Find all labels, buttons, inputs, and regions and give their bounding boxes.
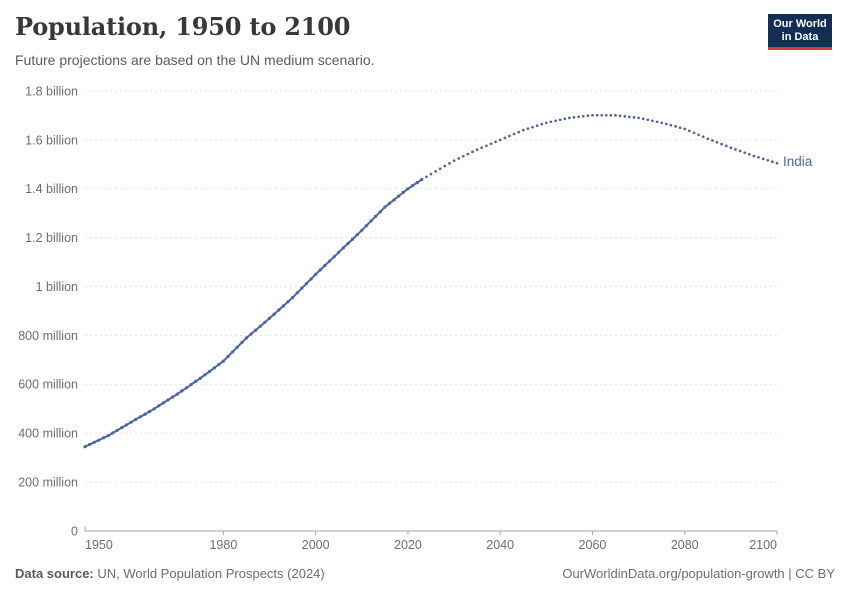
series-label-india[interactable]: India [783, 154, 813, 170]
series-solid [83, 177, 424, 449]
owid-url-license[interactable]: OurWorldinData.org/population-growth | C… [562, 566, 835, 581]
series-dotted [425, 113, 779, 179]
svg-text:2100: 2100 [749, 538, 777, 552]
owid-logo-line2: in Data [781, 30, 819, 43]
page-title: Population, 1950 to 2100 [15, 12, 351, 41]
svg-text:2040: 2040 [486, 538, 514, 552]
svg-text:1950: 1950 [85, 538, 113, 552]
owid-logo[interactable]: Our World in Data [768, 14, 832, 50]
svg-text:1980: 1980 [209, 538, 237, 552]
svg-text:1.4 billion: 1.4 billion [25, 182, 78, 196]
svg-text:400 million: 400 million [18, 427, 78, 441]
x-axis: 1950 1980 2000 2020 2040 2060 2080 2100 [84, 526, 778, 552]
svg-text:1.6 billion: 1.6 billion [25, 133, 78, 147]
owid-logo-line1: Our World [773, 17, 827, 30]
svg-text:2060: 2060 [579, 538, 607, 552]
svg-text:1 billion: 1 billion [36, 280, 78, 294]
data-source-label: Data source: [15, 566, 94, 581]
y-gridlines [85, 90, 777, 483]
svg-text:2080: 2080 [671, 538, 699, 552]
svg-text:1.8 billion: 1.8 billion [25, 84, 78, 98]
svg-text:600 million: 600 million [18, 378, 78, 392]
svg-text:800 million: 800 million [18, 329, 78, 343]
y-axis-labels: 0 200 million 400 million 600 million 800 mi… [18, 84, 78, 538]
data-source-note: Data source: UN, World Population Prospe… [15, 566, 325, 581]
chart-subtitle: Future projections are based on the UN m… [15, 52, 375, 68]
svg-text:0: 0 [71, 524, 78, 538]
svg-text:2000: 2000 [302, 538, 330, 552]
chart-footer: Data source: UN, World Population Prospe… [15, 566, 835, 581]
svg-text:2020: 2020 [394, 538, 422, 552]
svg-text:1.2 billion: 1.2 billion [25, 231, 78, 245]
data-source-text: UN, World Population Prospects (2024) [93, 566, 325, 581]
svg-text:200 million: 200 million [18, 475, 78, 489]
